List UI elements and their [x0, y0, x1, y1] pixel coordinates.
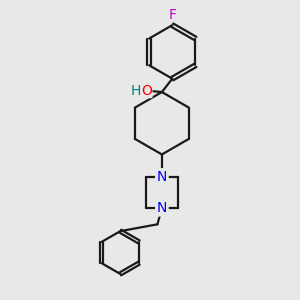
Text: H: H — [130, 84, 141, 98]
Text: N: N — [157, 201, 167, 215]
Text: N: N — [157, 170, 167, 184]
Text: O: O — [141, 84, 152, 98]
Text: F: F — [168, 8, 176, 22]
